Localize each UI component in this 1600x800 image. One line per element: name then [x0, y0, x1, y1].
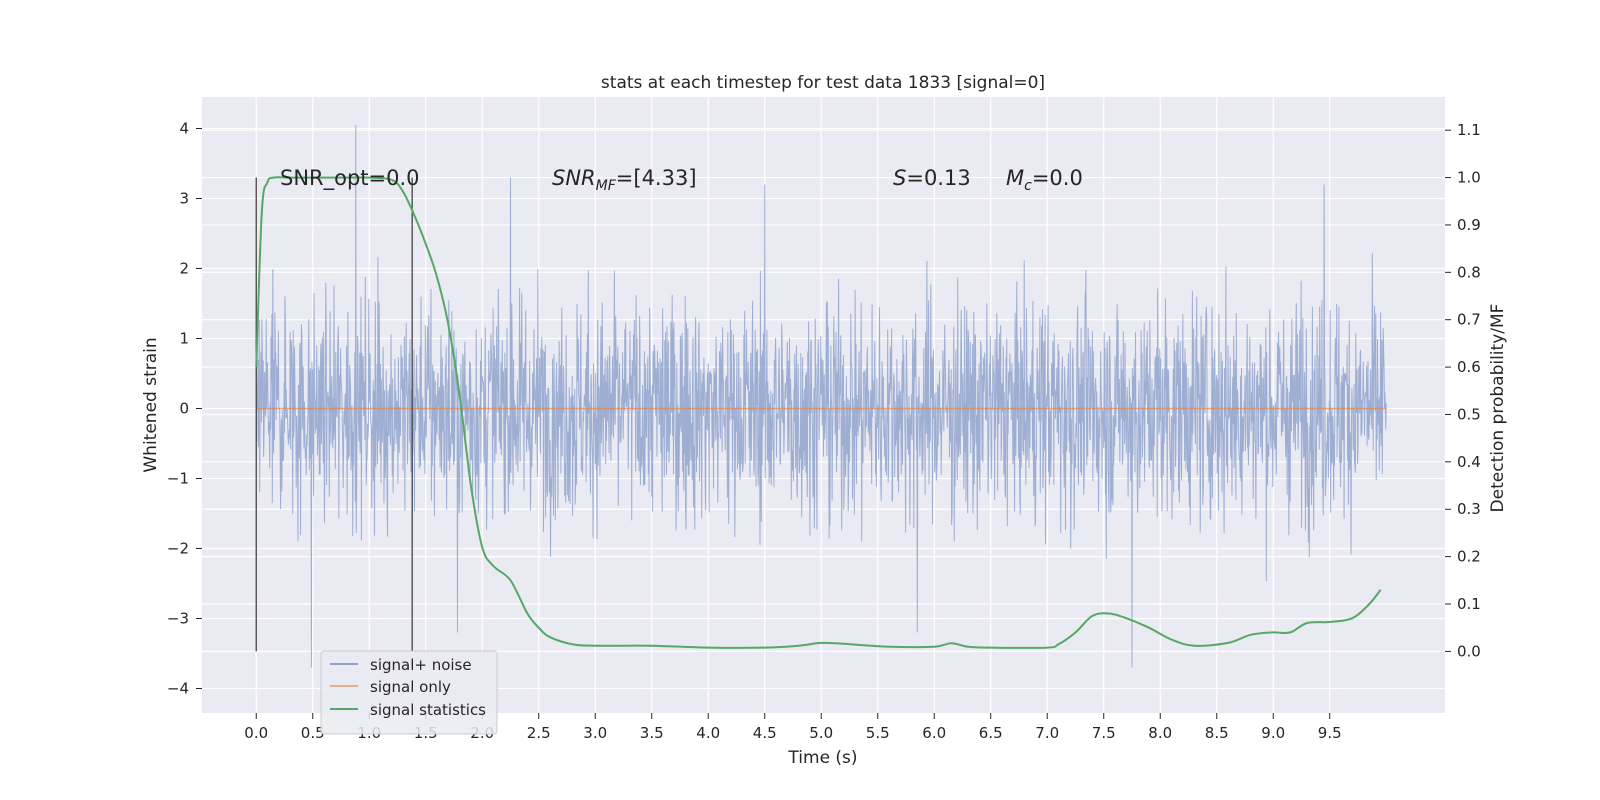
x-tick-label: 0.5 — [301, 724, 325, 742]
x-tick-label: 7.0 — [1035, 724, 1059, 742]
annotation-mc-value: =0.0 — [1032, 166, 1083, 190]
x-tick-label: 9.5 — [1318, 724, 1342, 742]
x-tick-label: 6.0 — [922, 724, 946, 742]
x-tick-label: 3.5 — [640, 724, 664, 742]
y-left-tick-label: 3 — [179, 190, 189, 208]
x-tick-label: 6.5 — [979, 724, 1003, 742]
y-right-tick-label: 0.2 — [1457, 548, 1481, 566]
annotation-snr-opt: SNR_opt=0.0 — [280, 166, 420, 191]
annotation-snr-mf-value: =[4.33] — [616, 166, 697, 190]
y-left-tick-label: 0 — [179, 400, 189, 418]
annotation-s: S=0.13 — [893, 166, 971, 190]
y-right-tick-label: 0.6 — [1457, 358, 1481, 376]
x-tick-label: 2.5 — [527, 724, 551, 742]
annotation-mc-main: M — [1006, 166, 1024, 190]
y-left-tick-label: 1 — [179, 330, 189, 348]
x-tick-label: 4.5 — [753, 724, 777, 742]
chart-title: stats at each timestep for test data 183… — [601, 73, 1045, 93]
y-right-tick-label: 0.4 — [1457, 453, 1481, 471]
annotation-s-value: =0.13 — [906, 166, 970, 190]
x-tick-label: 9.0 — [1261, 724, 1285, 742]
y-left-tick-label: −1 — [167, 470, 189, 488]
y-right-tick-label: 0.9 — [1457, 216, 1481, 234]
y-right-tick-label: 1.0 — [1457, 169, 1481, 187]
annotation-snr-mf-main: SNR — [552, 166, 596, 190]
annotation-mc-sub: c — [1024, 178, 1032, 194]
y-right-tick-label: 0.0 — [1457, 642, 1481, 660]
signal-statistics-line — [255, 176, 1382, 649]
signal-noise-line — [255, 124, 1387, 668]
x-tick-label: 3.0 — [583, 724, 607, 742]
x-tick-label: 0.0 — [244, 724, 268, 742]
y-left-tick-label: −4 — [167, 680, 189, 698]
y-left-tick-label: −2 — [167, 540, 189, 558]
legend-label-signal-statistics: signal statistics — [370, 701, 486, 719]
y-right-tick-label: 0.1 — [1457, 595, 1481, 613]
y-right-axis-label: Detection probability/MF — [1488, 304, 1508, 513]
signal-noise-series — [255, 124, 1387, 668]
y-left-axis-ticks: −4 −3 −2 −1 0 1 2 3 4 — [167, 120, 202, 698]
y-right-tick-label: 1.1 — [1457, 121, 1481, 139]
y-right-tick-label: 0.5 — [1457, 405, 1481, 423]
legend-label-signal-only: signal only — [370, 678, 451, 696]
legend: signal+ noise signal only signal statist… — [320, 650, 498, 735]
y-right-tick-label: 0.3 — [1457, 500, 1481, 518]
x-axis-label: Time (s) — [787, 748, 857, 768]
annotation-snr-mf-sub: MF — [596, 178, 617, 194]
x-tick-label: 5.5 — [866, 724, 890, 742]
vertical-markers — [255, 177, 413, 652]
y-left-tick-label: −3 — [167, 610, 189, 628]
y-left-tick-label: 2 — [179, 260, 189, 278]
y-right-axis-ticks: 0.0 0.1 0.2 0.3 0.4 0.5 0.6 0.7 0.8 0.9 1.0 1.1 — [1445, 121, 1481, 660]
y-left-axis-label: Whitened strain — [141, 337, 161, 472]
x-tick-label: 8.5 — [1205, 724, 1229, 742]
annotation-snr-mf: SNRMF=[4.33] — [552, 166, 697, 194]
legend-label-signal-noise: signal+ noise — [370, 656, 472, 674]
y-right-tick-label: 0.7 — [1457, 311, 1481, 329]
x-tick-label: 5.0 — [809, 724, 833, 742]
signal-statistics-series — [255, 176, 1382, 649]
annotation-mc: Mc=0.0 — [1006, 166, 1083, 194]
x-tick-label: 7.5 — [1092, 724, 1116, 742]
x-tick-label: 4.0 — [696, 724, 720, 742]
x-tick-label: 8.0 — [1148, 724, 1172, 742]
legend-box — [320, 650, 498, 735]
annotation-s-main: S — [893, 166, 906, 190]
y-right-tick-label: 0.8 — [1457, 263, 1481, 281]
y-left-tick-label: 4 — [179, 120, 189, 138]
